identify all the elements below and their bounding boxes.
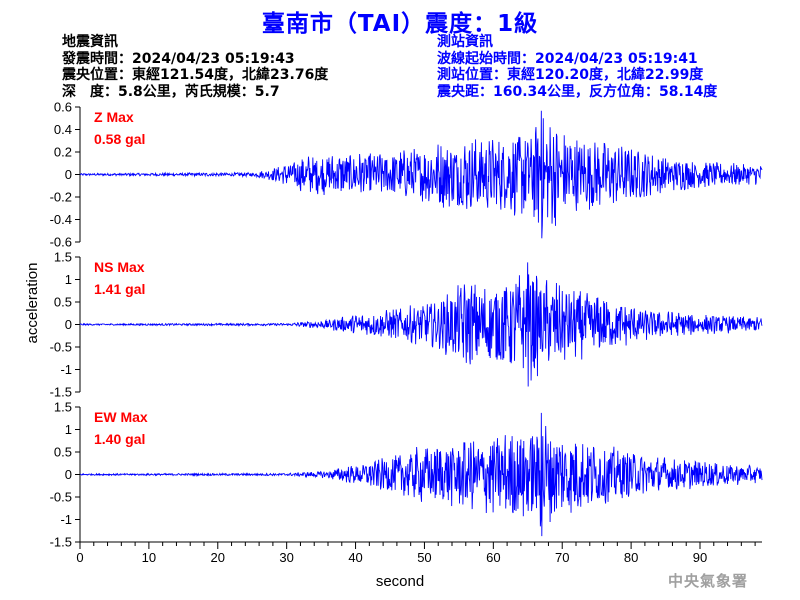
y-tick-label: 1	[65, 272, 72, 287]
trace-ns	[79, 262, 763, 387]
y-tick-label: 0.2	[54, 145, 72, 160]
max-value-ns: 1.41 gal	[94, 281, 145, 297]
x-tick-label: 90	[693, 550, 707, 565]
max-label-ns: NS Max	[94, 259, 145, 275]
x-tick-label: 40	[348, 550, 362, 565]
trace-ew	[79, 412, 763, 537]
y-tick-label: -0.6	[50, 235, 72, 250]
y-tick-label: -1.5	[50, 385, 72, 400]
trace-z	[79, 110, 763, 239]
y-tick-label: -0.5	[50, 490, 72, 505]
y-tick-label: 0	[65, 467, 72, 482]
depth-magnitude: 深 度：5.8公里，芮氏規模：5.7	[62, 83, 280, 100]
y-tick-label: -1	[60, 512, 72, 527]
x-tick-label: 70	[555, 550, 569, 565]
station-info-block: 測站資訊 波線起始時間：2024/04/23 05:19:41 測站位置：東經1…	[437, 34, 717, 100]
y-tick-label: 0.6	[54, 100, 72, 115]
x-tick-label: 80	[624, 550, 638, 565]
y-tick-label: -0.5	[50, 340, 72, 355]
y-tick-label: 0.4	[54, 122, 72, 137]
y-tick-label: -0.2	[50, 190, 72, 205]
origin-time: 發震時間：2024/04/23 05:19:43	[62, 50, 295, 67]
y-tick-label: -1	[60, 362, 72, 377]
max-label-z: Z Max	[94, 109, 134, 125]
x-tick-label: 0	[76, 550, 83, 565]
x-tick-label: 60	[486, 550, 500, 565]
quake-info-block: 地震資訊 發震時間：2024/04/23 05:19:43 震央位置：東經121…	[62, 34, 328, 100]
x-tick-label: 20	[211, 550, 225, 565]
y-tick-label: 1	[65, 422, 72, 437]
x-tick-label: 10	[142, 550, 156, 565]
max-label-ew: EW Max	[94, 409, 148, 425]
distance-azimuth: 震央距：160.34公里，反方位角：58.14度	[437, 83, 718, 100]
x-tick-label: 30	[279, 550, 293, 565]
x-axis-label: second	[376, 573, 424, 590]
y-tick-label: 0.5	[54, 445, 72, 460]
y-tick-label: 0	[65, 167, 72, 182]
y-tick-label: -0.4	[50, 212, 72, 227]
x-tick-label: 50	[417, 550, 431, 565]
y-tick-label: 0.5	[54, 295, 72, 310]
y-tick-label: 1.5	[54, 400, 72, 415]
y-tick-label: 1.5	[54, 250, 72, 265]
chart-title: 臺南市（TAI）震度：1級	[261, 11, 539, 37]
y-tick-label: 0	[65, 317, 72, 332]
y-tick-label: -1.5	[50, 535, 72, 550]
max-value-z: 0.58 gal	[94, 131, 145, 147]
quake-info-heading: 地震資訊	[62, 34, 118, 50]
max-value-ew: 1.40 gal	[94, 431, 145, 447]
station-location: 測站位置：東經120.20度，北緯22.99度	[437, 67, 704, 83]
epicenter-location: 震央位置：東經121.54度，北緯23.76度	[62, 67, 329, 83]
agency-credit: 中央氣象署	[667, 572, 748, 590]
y-axis-label: acceleration	[24, 263, 41, 344]
station-info-heading: 測站資訊	[437, 34, 493, 50]
wave-start-time: 波線起始時間：2024/04/23 05:19:41	[437, 50, 698, 67]
